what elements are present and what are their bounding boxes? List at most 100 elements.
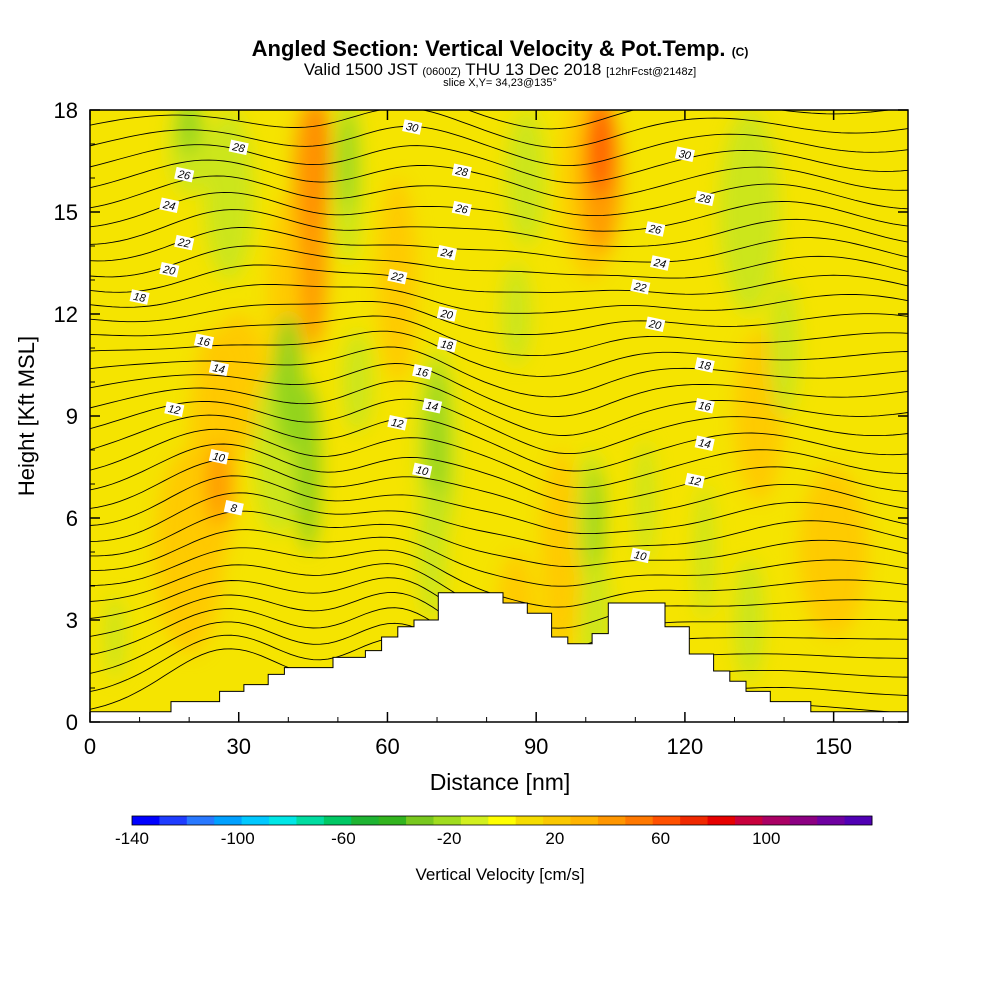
contour-label: 14	[694, 435, 715, 451]
contour-label: 28	[451, 163, 472, 180]
colorbar-swatch	[543, 816, 572, 825]
colorbar: -140 -100 -60 -20 20 60 100	[115, 815, 873, 848]
contour-label: 18	[436, 336, 457, 353]
velocity-cell	[295, 382, 321, 552]
contour-label-text: 24	[652, 257, 667, 271]
contour-label: 24	[436, 245, 457, 261]
contour-label: 30	[674, 146, 695, 163]
colorbar-swatch	[515, 816, 544, 825]
slice-label: slice X,Y= 34,23@135°	[443, 77, 557, 89]
isentrope-line	[90, 346, 908, 398]
chart-title: Angled Section: Vertical Velocity & Pot.…	[251, 36, 749, 61]
contour-label: 22	[387, 268, 408, 285]
x-tick-label: 120	[667, 734, 704, 759]
contour-label: 14	[422, 398, 443, 414]
isentrope-line	[90, 443, 908, 504]
plot-area: 8 10 10 10 12 12 12 14 14 14 16 16 16 18 18 18 20 20 20 22 2…	[90, 41, 908, 722]
isentrope-line	[90, 57, 908, 90]
contour-label-bg	[674, 146, 695, 162]
contour-label-bg	[223, 500, 244, 516]
x-tick-label: 0	[84, 734, 96, 759]
velocity-cell	[204, 110, 254, 280]
contour-label: 12	[684, 472, 705, 489]
contour-label-text: 10	[211, 451, 226, 465]
contour-label-text: 18	[697, 359, 712, 373]
y-axis-label: Height [Kft MSL]	[14, 336, 39, 496]
velocity-cell	[541, 450, 581, 654]
velocity-cell	[734, 558, 765, 682]
y-axis: 0 3 6 9 12 15 18	[54, 98, 908, 735]
colorbar-tick-label: -100	[221, 829, 255, 848]
isentrope-line	[466, 110, 893, 130]
contour-label-text: 20	[161, 263, 177, 278]
isentrope-line	[90, 191, 908, 232]
velocity-cell	[417, 484, 447, 620]
terrain-outline	[90, 592, 908, 713]
contour-label-bg	[650, 255, 671, 271]
contour-label-bg	[451, 163, 472, 179]
contour-label-bg	[174, 166, 195, 183]
colorbar-swatch	[378, 816, 407, 825]
velocity-cell	[340, 110, 356, 212]
contour-label-text: 26	[647, 223, 663, 238]
isentrope-line	[90, 315, 908, 357]
contour-label-bg	[387, 268, 408, 285]
colorbar-tick-label: -20	[437, 829, 462, 848]
velocity-cell	[506, 110, 547, 246]
contour-label-text: 30	[405, 121, 420, 135]
velocity-cell	[588, 467, 604, 569]
isentrope-line	[90, 284, 908, 314]
contour-label: 12	[387, 415, 408, 431]
contour-label-bg	[422, 398, 443, 414]
contour-label-text: 18	[439, 338, 454, 352]
colorbar-swatch	[597, 816, 626, 825]
x-tick-label: 30	[226, 734, 250, 759]
isentrope-line	[90, 159, 908, 201]
colorbar-tick-label: 20	[545, 829, 564, 848]
contour-label: 22	[174, 234, 195, 251]
contour-label: 18	[694, 357, 715, 373]
isentrope-line	[90, 363, 908, 417]
contour-label-bg	[694, 357, 715, 373]
isentrope-line	[90, 41, 908, 70]
contour-label: 20	[436, 306, 457, 322]
isentrope-line	[90, 227, 908, 263]
y-tick-label: 3	[66, 608, 78, 633]
isentrope-line	[90, 264, 908, 295]
contour-label-text: 14	[211, 362, 225, 376]
contour-label-bg	[451, 200, 472, 217]
contour-label-bg	[164, 401, 185, 417]
contour-labels: 8 10 10 10 12 12 12 14 14 14 16 16 16 18 18 18 20 20 20 22 2…	[129, 119, 715, 564]
contour-label-text: 14	[697, 437, 711, 451]
contour-label-text: 12	[687, 474, 701, 488]
contour-label-bg	[694, 190, 715, 207]
velocity-cell	[769, 280, 799, 416]
contour-label-text: 16	[415, 366, 430, 380]
velocity-cell	[342, 331, 373, 433]
y-tick-label: 0	[66, 710, 78, 735]
isentrope-line	[90, 330, 908, 377]
isentrope-line	[90, 398, 908, 455]
x-axis: 0 30 60 90 120 150	[84, 110, 884, 759]
colorbar-swatch	[817, 816, 846, 825]
contour-label-text: 18	[132, 291, 147, 305]
contour-label: 30	[402, 119, 423, 135]
contour-label-bg	[159, 262, 180, 278]
colorbar-frame	[131, 815, 873, 826]
colorbar-swatch	[488, 816, 517, 825]
terrain-mask	[90, 592, 908, 722]
isentrope-line	[90, 300, 908, 335]
contour-label: 18	[129, 289, 150, 305]
contour-label-bg	[159, 197, 180, 213]
contour-label: 24	[159, 197, 180, 213]
contour-label-text: 28	[230, 141, 246, 156]
colorbar-swatch	[351, 816, 380, 825]
contour-label-bg	[694, 398, 715, 414]
contour-label: 12	[164, 401, 185, 417]
contour-label: 20	[159, 262, 180, 278]
colorbar-label: Vertical Velocity [cm/s]	[415, 865, 584, 884]
colorbar-swatch	[323, 816, 352, 825]
contour-label-text: 10	[633, 549, 648, 563]
contour-label-bg	[630, 547, 651, 564]
